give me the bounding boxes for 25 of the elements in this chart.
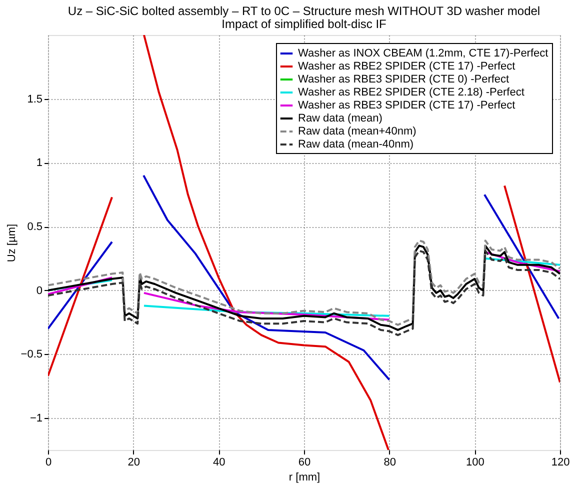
x-axis-title: r [mm] <box>288 472 320 484</box>
x-tick-label: 40 <box>213 456 226 468</box>
legend-label: Washer as RBE2 SPIDER (CTE 2.18) -Perfect <box>298 86 524 98</box>
x-tick-label: 120 <box>551 456 570 468</box>
legend-label: Raw data (mean-40nm) <box>298 138 414 150</box>
x-tick-label: 100 <box>466 456 484 468</box>
y-axis-title: Uz [µm] <box>6 224 18 262</box>
legend-label: Washer as RBE2 SPIDER (CTE 17) -Perfect <box>298 60 516 72</box>
y-tick-label: −1 <box>30 412 42 425</box>
x-tick-label: 0 <box>45 456 52 468</box>
y-tick-label: 1.5 <box>27 93 42 106</box>
x-tick-label: 60 <box>298 456 311 468</box>
y-tick-label: 1 <box>36 157 42 170</box>
chart-subtitle: Impact of simplified bolt-disc IF <box>222 17 386 31</box>
x-tick-label: 80 <box>384 456 396 468</box>
y-tick-label: 0 <box>36 284 42 297</box>
legend-label: Raw data (mean+40nm) <box>298 126 416 138</box>
legend-label: Washer as INOX CBEAM (1.2mm, CTE 17)-Perfect <box>298 48 548 60</box>
y-tick-label: −0.5 <box>20 348 42 361</box>
legend-label: Washer as RBE3 SPIDER (CTE 0) -Perfect <box>298 74 510 86</box>
x-tick-label: 20 <box>128 456 140 468</box>
y-tick-label: 0.5 <box>27 221 42 234</box>
legend-label: Washer as RBE3 SPIDER (CTE 17) -Perfect <box>298 100 516 112</box>
chart-title: Uz – SiC-SiC bolted assembly – RT to 0C – Structure mesh WITHOUT 3D washer model <box>68 4 540 18</box>
legend-label: Raw data (mean) <box>298 112 382 124</box>
